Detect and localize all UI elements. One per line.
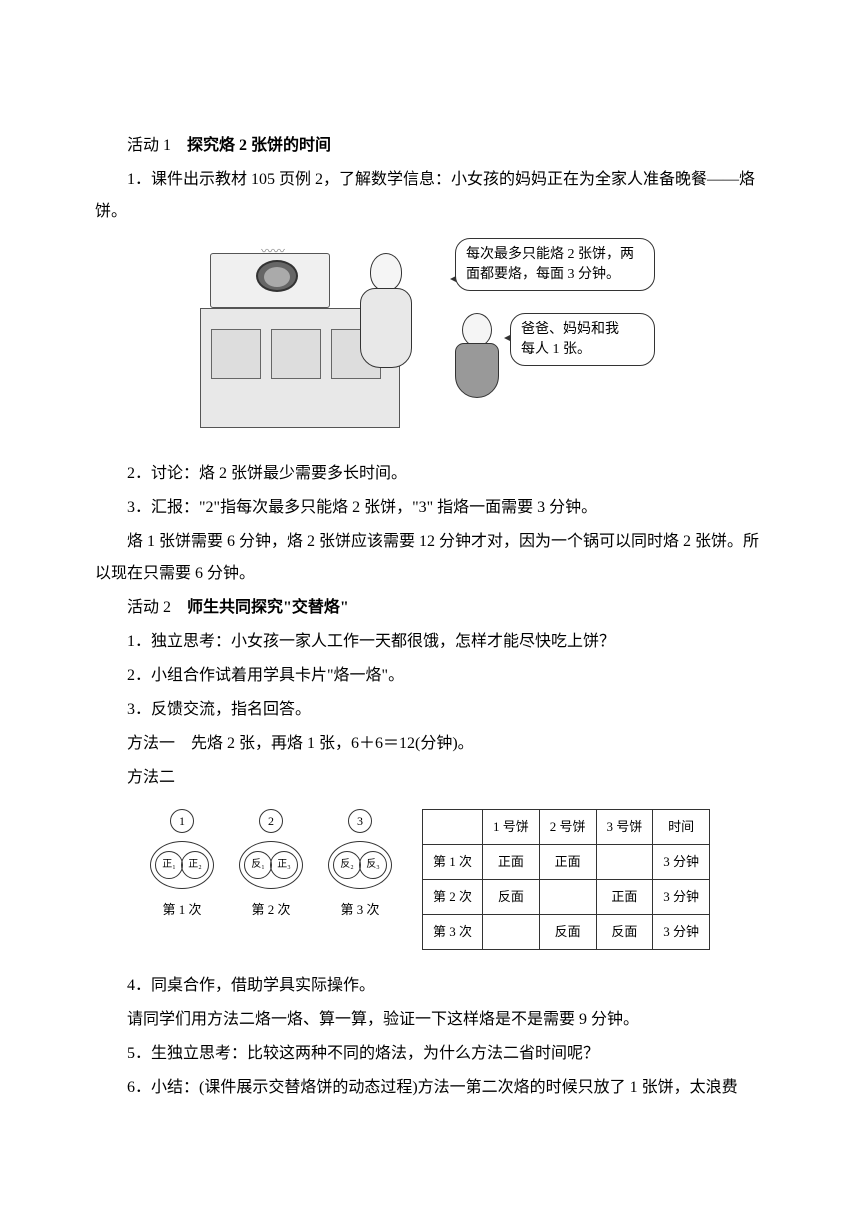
- activity1-title: 活动 1 探究烙 2 张饼的时间: [95, 130, 765, 162]
- big-circle-2: 反₁ 正₃: [239, 841, 303, 889]
- paragraph-4: 烙 1 张饼需要 6 分钟，烙 2 张饼应该需要 12 分钟才对，因为一个锅可以…: [95, 526, 765, 590]
- method-table: 1 号饼 2 号饼 3 号饼 时间 第 1 次 正面 正面 3 分钟 第 2 次…: [422, 809, 710, 950]
- illustration-container: 〰〰 每次最多只能烙 2 张饼，两 面都要烙，每面 3 分钟。: [95, 238, 765, 438]
- paragraph-7: 3．反馈交流，指名回答。: [95, 694, 765, 726]
- cooking-illustration: 〰〰 每次最多只能烙 2 张饼，两 面都要烙，每面 3 分钟。: [200, 238, 660, 438]
- circle-label-1: 第 1 次: [162, 897, 201, 923]
- circles-section: 1 正₁ 正₂ 第 1 次 2 反₁ 正₃ 第 2 次 3 反₂ 反₃ 第 3 …: [150, 809, 392, 923]
- small-circle-2: 2: [259, 809, 283, 833]
- stove-icon: 〰〰: [210, 253, 330, 308]
- small-circle-1: 1: [170, 809, 194, 833]
- paragraph-3: 3．汇报："2"指每次最多只能烙 2 张饼，"3" 指烙一面需要 3 分钟。: [95, 492, 765, 524]
- paragraph-12: 5．生独立思考：比较这两种不同的烙法，为什么方法二省时间呢？: [95, 1038, 765, 1070]
- circle-group-3: 3 反₂ 反₃ 第 3 次: [328, 809, 392, 923]
- big-circle-1: 正₁ 正₂: [150, 841, 214, 889]
- paragraph-11: 请同学们用方法二烙一烙、算一算，验证一下这样烙是不是需要 9 分钟。: [95, 1004, 765, 1036]
- pan-icon: [256, 260, 298, 292]
- girl-figure: [450, 313, 510, 428]
- circle-group-1: 1 正₁ 正₂ 第 1 次: [150, 809, 214, 923]
- paragraph-13: 6．小结：(课件展示交替烙饼的动态过程)方法一第二次烙的时候只放了 1 张饼，太…: [95, 1072, 765, 1104]
- paragraph-9: 方法二: [95, 762, 765, 794]
- paragraph-8: 方法一 先烙 2 张，再烙 1 张，6＋6＝12(分钟)。: [95, 728, 765, 760]
- mother-figure: [350, 253, 430, 418]
- activity1-bold: 探究烙 2 张饼的时间: [187, 137, 331, 154]
- paragraph-10: 4．同桌合作，借助学具实际操作。: [95, 970, 765, 1002]
- method-two-diagram: 1 正₁ 正₂ 第 1 次 2 反₁ 正₃ 第 2 次 3 反₂ 反₃ 第 3 …: [95, 809, 765, 950]
- circle-label-2: 第 2 次: [251, 897, 290, 923]
- big-circle-3: 反₂ 反₃: [328, 841, 392, 889]
- paragraph-1: 1．课件出示教材 105 页例 2，了解数学信息：小女孩的妈妈正在为全家人准备晚…: [95, 164, 765, 228]
- paragraph-2: 2．讨论：烙 2 张饼最少需要多长时间。: [95, 458, 765, 490]
- table-row: 第 1 次 正面 正面 3 分钟: [422, 845, 709, 880]
- table-row: 第 2 次 反面 正面 3 分钟: [422, 880, 709, 915]
- paragraph-6: 2．小组合作试着用学具卡片"烙一烙"。: [95, 660, 765, 692]
- small-circle-3: 3: [348, 809, 372, 833]
- table-row: 第 3 次 反面 反面 3 分钟: [422, 915, 709, 950]
- activity2-title: 活动 2 师生共同探究"交替烙": [95, 592, 765, 624]
- circle-label-3: 第 3 次: [340, 897, 379, 923]
- activity1-label: 活动 1: [127, 137, 171, 154]
- paragraph-5: 1．独立思考：小女孩一家人工作一天都很饿，怎样才能尽快吃上饼？: [95, 626, 765, 658]
- speech-bubble-mother: 每次最多只能烙 2 张饼，两 面都要烙，每面 3 分钟。: [455, 238, 655, 291]
- circle-group-2: 2 反₁ 正₃ 第 2 次: [239, 809, 303, 923]
- activity2-bold: 师生共同探究"交替烙": [187, 599, 349, 616]
- activity2-label: 活动 2: [127, 599, 171, 616]
- speech-bubble-girl: 爸爸、妈妈和我 每人 1 张。: [510, 313, 655, 366]
- table-header-row: 1 号饼 2 号饼 3 号饼 时间: [422, 810, 709, 845]
